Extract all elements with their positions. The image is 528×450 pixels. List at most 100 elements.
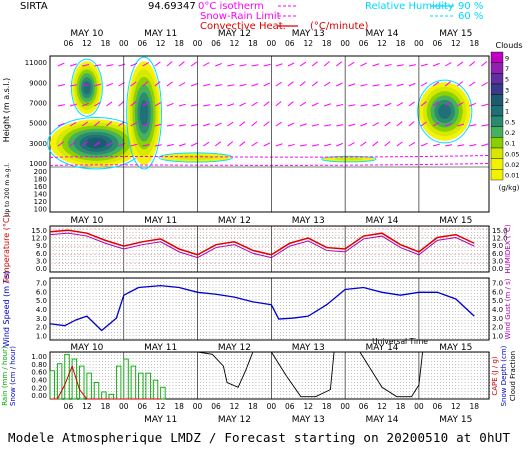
wind-arrow [239,102,247,107]
wind-arrow [82,64,90,67]
wind-arrow [348,83,356,87]
colorbar-tick-label: 7 [505,65,509,73]
wind-arrow [178,103,186,107]
wind-arrow [82,102,89,107]
wind-arrow [336,142,343,147]
wind-arrow [348,104,356,107]
wind-arrow [372,63,380,67]
wind-arrow [94,83,102,87]
wind-arrow [118,121,125,127]
humidex-tick-label: 15.0 [492,227,508,235]
wind-arrow [178,124,186,127]
rh-contour [70,58,103,117]
hour-tick-label: 12 [156,402,166,411]
colorbar-tick-label: 3 [505,86,509,94]
rain-bar [49,370,55,400]
low-height-tick-label: 120 [34,198,47,206]
colorbar-swatch [490,137,504,149]
rh-contour [417,79,473,144]
wind-arrow [178,143,186,147]
isotherm-legend: 0°C isotherm [198,1,264,12]
rain-bar [152,379,159,400]
cloud-water-contour [176,155,215,160]
hour-tick-label: 12 [451,39,461,48]
rain-bar [138,372,144,400]
day-label: MAY 10 [70,343,103,353]
wind-arrow [432,101,439,107]
temperature-panel-frame [49,225,490,273]
hour-tick-label: 18 [469,39,479,48]
day-label: MAY 14 [365,415,398,425]
wind-arrow [287,101,294,107]
wind-arrow [311,81,318,87]
wind-arrow [420,121,427,127]
rain-bar [108,393,114,400]
wind-arrow [106,101,113,107]
day-label: MAY 11 [144,29,177,39]
wind-arrow [203,104,211,107]
wind-arrow [287,62,295,67]
rain-tick-label: 0.60 [31,369,47,377]
colorbar-swatch [490,51,504,63]
hour-tick-label: 06 [359,402,369,411]
precip-panel-frame [49,351,490,400]
wind-arrow [336,103,344,107]
rain-bar [93,382,100,400]
hour-tick-label: 06 [433,39,443,48]
day-label: MAY 11 [144,415,177,425]
wind-arrow [384,63,392,67]
hour-tick-label: 18 [248,39,258,48]
rh-contour [126,56,163,170]
rh-60-label: 60 % [458,11,483,22]
wind-arrow [142,122,150,127]
wind-arrow [178,61,185,67]
wind-arrow [335,61,343,67]
wind-arrow [408,64,416,67]
hour-tick-label: 00 [267,39,277,48]
hour-tick-label: 00 [414,39,424,48]
wind-arrow [227,103,235,107]
low-height-tick-label: 100 [36,217,48,224]
height-tick-label: 5000 [29,120,47,128]
hour-tick-label: 12 [82,39,92,48]
wind-arrow [57,104,65,107]
cloud-water-contour [139,100,149,127]
wind-arrow [457,123,465,127]
wind-arrow [202,62,210,67]
wind-arrow [154,61,161,67]
wind-arrow [432,143,440,147]
wind-arrow [239,83,247,87]
wind-arrow [106,64,114,67]
wind-arrow [166,124,174,127]
cloud-water-contour [438,104,452,119]
colorbar-swatch [490,158,504,170]
hour-tick-label: 06 [285,402,295,411]
day-label: MAY 13 [292,415,325,425]
wind-arrow [239,64,247,67]
wind-arrow [469,102,477,107]
wind-arrow [251,121,258,127]
rain-bar [160,386,166,400]
wind-arrow [70,84,78,87]
hour-tick-label: 18 [396,402,406,411]
cloud-water-contour [85,137,107,149]
rain-tick-label: 0.40 [31,376,47,384]
rh-contour [321,155,377,163]
day-label: MAY 11 [144,216,177,226]
wind-arrow [82,84,90,87]
wind-arrow [360,83,368,87]
wind-arrow [142,101,149,107]
height-tick-label: 9000 [29,79,47,87]
rain-bar [79,365,85,400]
hour-tick-label: 12 [230,39,240,48]
wind-arrow [445,122,452,127]
wind-arrow [323,81,331,87]
colorbar-title: Clouds [495,41,522,50]
wind-arrow [263,82,271,87]
low-height-tick-label: 200 [34,168,47,176]
hour-tick-label: 12 [230,402,240,411]
wind-arrow [251,141,258,147]
wind-arrow [275,63,283,67]
wind-arrow [384,121,391,127]
day-label: MAY 15 [439,216,472,226]
